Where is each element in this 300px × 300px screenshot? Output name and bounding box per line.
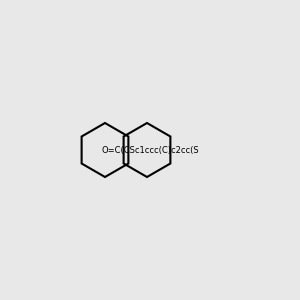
Text: O=C(CSc1ccc(C)c2cc(S: O=C(CSc1ccc(C)c2cc(S [101,146,199,154]
